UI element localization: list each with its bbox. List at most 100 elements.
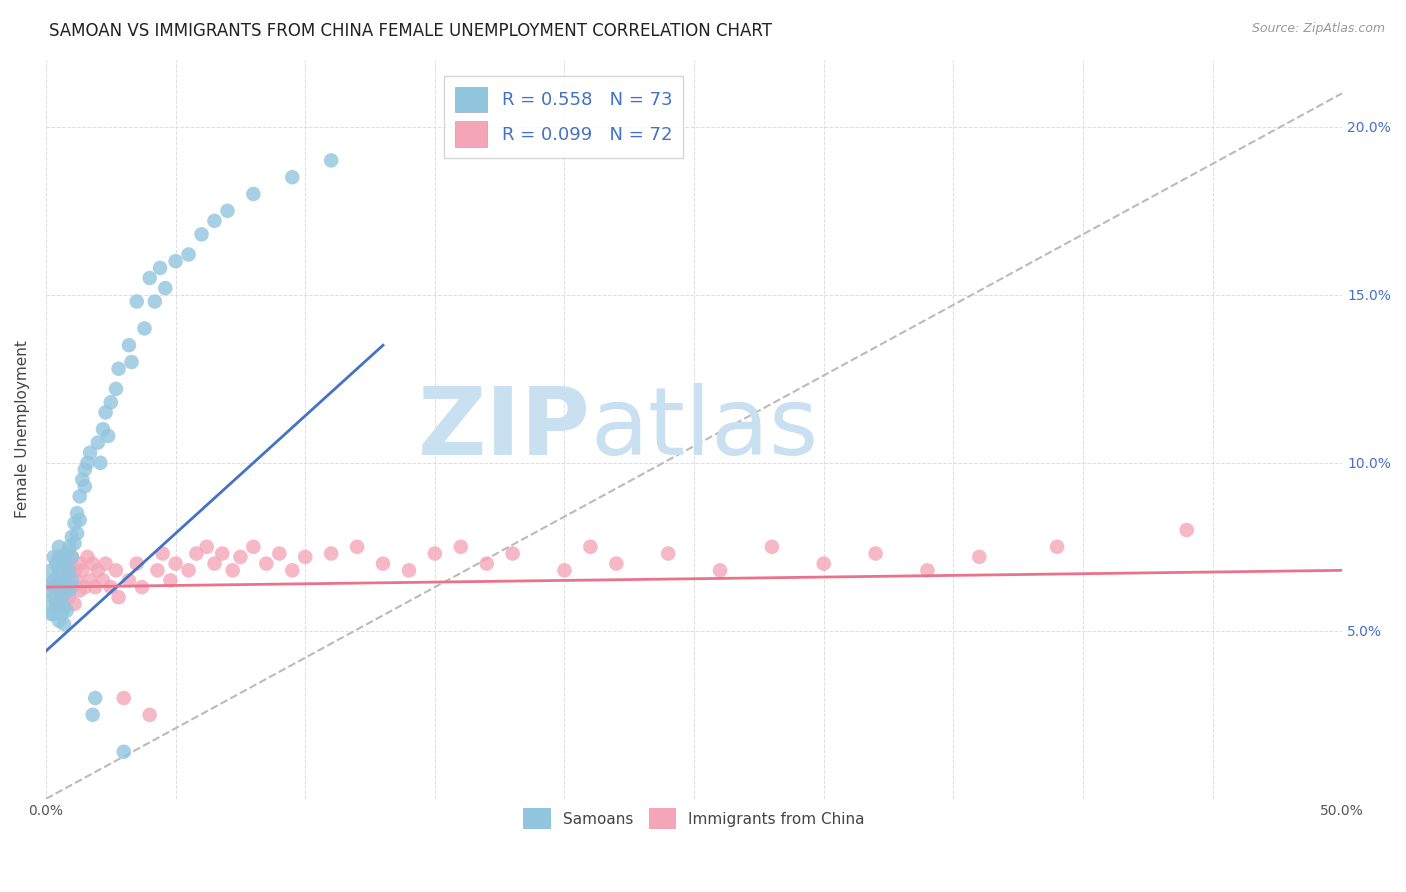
Point [69,583,91,598]
Point [82,707,104,722]
Point [84,691,107,706]
Point [138,707,160,722]
Point [281,170,304,185]
Point [58,583,80,598]
Point [104,563,127,577]
Point [66,526,89,541]
Point [53,574,76,588]
Point [38,576,60,591]
Point [112,691,135,706]
Point [58,563,80,577]
Point [89,456,111,470]
Point [48,597,70,611]
Point [242,186,264,201]
Point [63,516,86,531]
Point [204,557,226,571]
Point [42,591,65,605]
Point [204,214,226,228]
Point [579,540,602,554]
Point [165,557,187,571]
Point [63,597,86,611]
Point [969,549,991,564]
Point [294,549,316,564]
Point [177,247,200,261]
Point [38,583,60,598]
Point [66,506,89,520]
Point [48,540,70,554]
Point [55,547,77,561]
Point [657,547,679,561]
Point [79,574,101,588]
Point [39,607,62,621]
Point [149,260,172,275]
Point [221,563,243,577]
Point [152,547,174,561]
Point [100,395,122,409]
Point [51,591,73,605]
Point [48,614,70,628]
Point [60,580,83,594]
Point [131,580,153,594]
Point [125,557,148,571]
Point [321,153,343,168]
Point [69,490,91,504]
Point [813,557,835,571]
Point [39,563,62,577]
Point [281,563,304,577]
Point [51,591,73,605]
Point [398,563,420,577]
Point [321,547,343,561]
Point [94,557,117,571]
Point [58,540,80,554]
Point [155,281,177,295]
Point [39,597,62,611]
Point [69,557,91,571]
Point [60,549,83,564]
Point [146,563,169,577]
Point [69,513,91,527]
Point [865,547,887,561]
Point [48,574,70,588]
Point [104,382,127,396]
Point [605,557,627,571]
Point [42,580,65,594]
Point [82,557,104,571]
Point [917,563,939,577]
Point [709,563,731,577]
Point [100,580,122,594]
Point [195,540,218,554]
Point [118,338,141,352]
Point [190,227,212,242]
Point [63,536,86,550]
Point [45,597,67,611]
Point [60,549,83,564]
Point [60,530,83,544]
Text: ZIP: ZIP [418,384,591,475]
Point [553,563,575,577]
Point [45,557,67,571]
Point [91,422,114,436]
Point [55,583,77,598]
Point [211,547,233,561]
Point [143,294,166,309]
Point [42,607,65,621]
Point [73,479,96,493]
Point [76,549,98,564]
Point [134,321,156,335]
Point [450,540,472,554]
Point [72,563,94,577]
Point [45,600,67,615]
Point [159,574,181,588]
Point [58,563,80,577]
Point [94,405,117,419]
Point [91,574,114,588]
Point [76,456,98,470]
Point [73,580,96,594]
Point [475,557,498,571]
Point [55,583,77,598]
Point [254,557,277,571]
Point [242,540,264,554]
Point [87,435,110,450]
Point [73,462,96,476]
Point [1046,540,1069,554]
